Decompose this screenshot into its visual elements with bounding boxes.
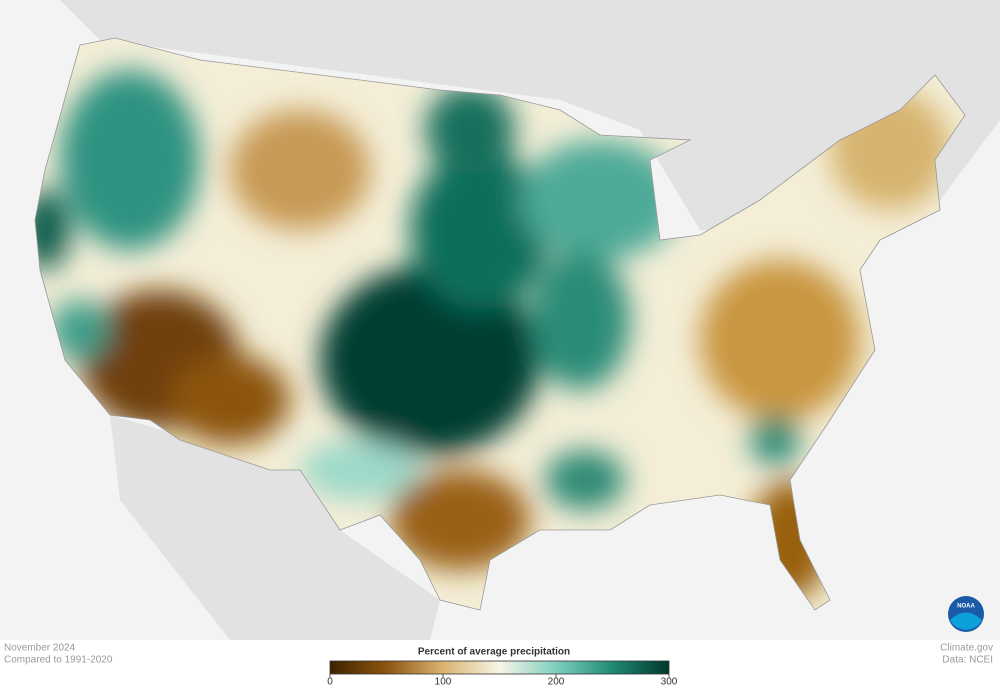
legend-bar <box>329 660 670 675</box>
credit: Data: NCEI <box>942 655 993 666</box>
legend-tick-label: 300 <box>661 677 678 688</box>
baseline: Compared to 1991-2020 <box>4 655 113 666</box>
source: Climate.gov <box>940 643 993 654</box>
logo-text: NOAA <box>957 604 975 610</box>
mexico <box>110 415 440 640</box>
date: November 2024 <box>4 643 76 654</box>
legend-tick-label: 0 <box>327 677 333 688</box>
legend-tick-label: 200 <box>548 677 565 688</box>
legend-tick-label: 100 <box>435 677 452 688</box>
canada <box>0 0 1000 230</box>
legend-title: Percent of average precipitation <box>418 647 570 658</box>
